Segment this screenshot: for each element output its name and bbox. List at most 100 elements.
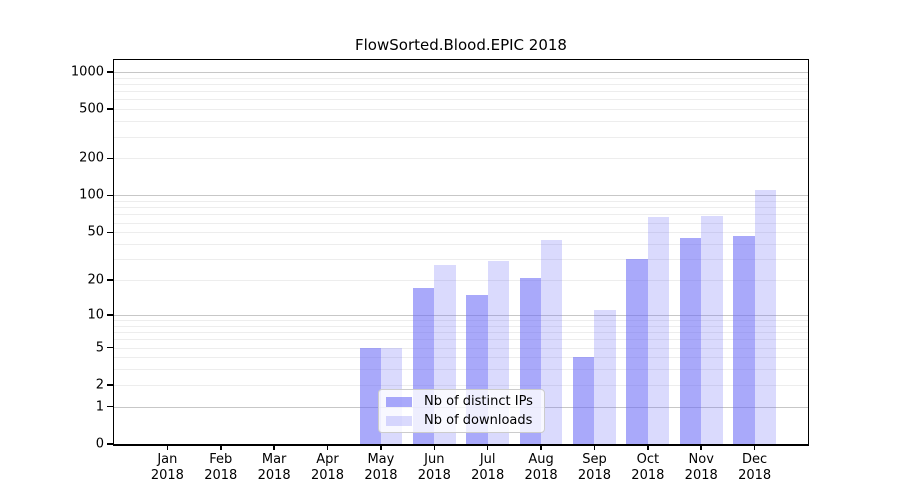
y-tick-label: 50 <box>87 224 104 240</box>
major-gridline <box>114 314 808 316</box>
x-tick-year: 2018 <box>524 468 558 483</box>
x-tick-year: 2018 <box>417 468 451 483</box>
minor-gridline <box>114 232 808 234</box>
x-tick-label: Aug 2018 <box>501 452 581 484</box>
minor-gridline <box>114 207 808 209</box>
minor-gridline <box>114 259 808 261</box>
x-tick-label: Apr 2018 <box>288 452 368 484</box>
bar-downloads <box>754 190 776 444</box>
minor-gridline <box>114 201 808 203</box>
minor-gridline <box>114 158 808 160</box>
x-tick-year: 2018 <box>364 468 398 483</box>
x-tick <box>380 445 382 450</box>
x-tick <box>593 445 596 450</box>
minor-gridline <box>114 214 808 216</box>
legend-item-distinct-ips: Nb of distinct IPs <box>386 394 544 409</box>
minor-gridline <box>114 325 808 327</box>
x-tick <box>273 445 275 450</box>
bar-distinct-ips <box>573 357 595 444</box>
x-tick-month: Jun <box>424 452 445 467</box>
x-tick <box>700 445 702 450</box>
y-tick <box>107 231 113 233</box>
minor-gridline <box>114 77 808 79</box>
minor-gridline <box>114 384 808 386</box>
bar-downloads <box>647 216 670 444</box>
y-tick-label: 100 <box>79 187 104 203</box>
y-tick <box>107 279 113 281</box>
x-tick-month: Mar <box>261 452 287 467</box>
legend-swatch-distinct-ips-icon <box>386 396 412 407</box>
y-tick <box>107 443 113 445</box>
minor-gridline <box>114 121 808 123</box>
y-tick <box>107 108 113 110</box>
legend: Nb of distinct IPs Nb of downloads <box>378 389 545 433</box>
legend-label-distinct-ips: Nb of distinct IPs <box>424 394 533 409</box>
x-tick-label: May 2018 <box>341 452 421 484</box>
x-tick-label: Dec 2018 <box>715 452 795 484</box>
y-tick-label: 10 <box>87 307 104 323</box>
x-tick-month: May <box>367 452 395 467</box>
y-tick-label: 1 <box>95 399 104 415</box>
minor-gridline <box>114 91 808 93</box>
x-tick-label: Nov 2018 <box>661 452 741 484</box>
x-tick-month: Jan <box>157 452 178 467</box>
y-tick <box>107 346 113 349</box>
x-tick-month: Apr <box>316 452 339 467</box>
y-tick <box>107 314 113 316</box>
x-tick-label: Jun 2018 <box>394 452 474 484</box>
bar-distinct-ips <box>359 347 381 444</box>
x-tick-year: 2018 <box>631 468 665 483</box>
x-tick-year: 2018 <box>310 468 345 483</box>
minor-gridline <box>114 320 808 321</box>
x-tick-label: Jan 2018 <box>127 452 207 484</box>
x-tick-year: 2018 <box>204 468 238 483</box>
bar-downloads <box>594 310 616 444</box>
x-tick-year: 2018 <box>738 468 772 483</box>
minor-gridline <box>114 357 808 359</box>
plot-area: Nb of distinct IPs Nb of downloads <box>113 59 809 446</box>
x-tick <box>647 445 649 450</box>
y-tick <box>107 71 113 73</box>
y-tick-label: 20 <box>87 272 104 288</box>
x-tick-month: Jul <box>479 452 496 467</box>
x-tick-month: Sep <box>582 452 607 467</box>
minor-gridline <box>114 347 808 349</box>
bar-distinct-ips <box>733 235 755 444</box>
x-tick <box>433 445 436 450</box>
y-tick-label: 5 <box>95 340 104 355</box>
x-tick-month: Aug <box>528 452 554 467</box>
y-tick <box>107 384 113 386</box>
x-tick-month: Dec <box>742 452 768 467</box>
x-tick-label: Feb 2018 <box>181 452 261 484</box>
major-gridline <box>114 195 808 197</box>
minor-gridline <box>114 83 808 85</box>
x-tick-label: Sep 2018 <box>554 452 634 484</box>
minor-gridline <box>114 109 808 111</box>
minor-gridline <box>114 369 808 371</box>
minor-gridline <box>114 136 808 138</box>
chart-title: FlowSorted.Blood.EPIC 2018 <box>355 36 567 54</box>
bar-downloads <box>701 215 723 444</box>
y-tick-label: 2 <box>95 377 104 393</box>
bar-distinct-ips <box>679 237 702 444</box>
minor-gridline <box>114 339 808 341</box>
legend-item-downloads: Nb of downloads <box>386 413 544 428</box>
major-gridline <box>114 71 808 73</box>
legend-label-downloads: Nb of downloads <box>424 413 533 428</box>
x-tick-label: Oct 2018 <box>608 452 688 484</box>
minor-gridline <box>114 332 808 334</box>
x-tick <box>540 445 542 450</box>
minor-gridline <box>114 244 808 245</box>
y-tick <box>107 405 113 408</box>
bar-distinct-ips <box>626 259 648 444</box>
x-tick-label: Jul 2018 <box>448 452 528 484</box>
y-tick <box>107 157 113 160</box>
x-tick-month: Nov <box>688 452 714 467</box>
x-tick <box>753 445 756 450</box>
x-tick-year: 2018 <box>150 468 184 483</box>
legend-swatch-downloads-icon <box>386 415 412 426</box>
minor-gridline <box>114 99 808 101</box>
x-tick-year: 2018 <box>577 468 611 483</box>
minor-gridline <box>114 280 808 282</box>
